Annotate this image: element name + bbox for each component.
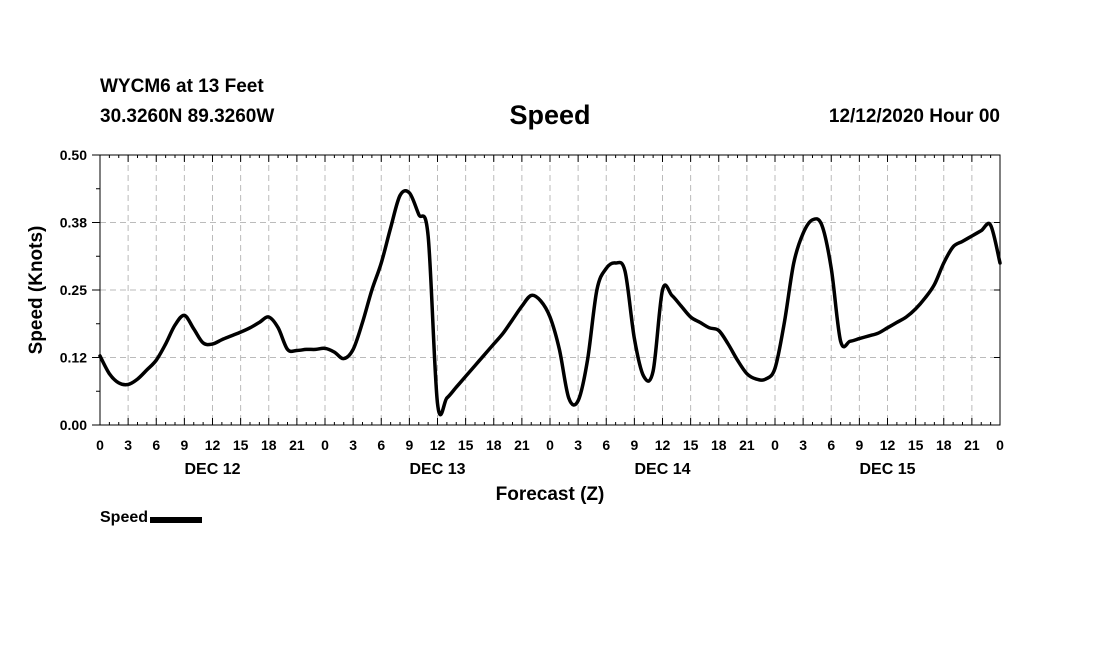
x-tick-label: 12	[655, 437, 671, 453]
legend-swatch	[150, 517, 203, 523]
x-tick-label: 15	[233, 437, 249, 453]
x-tick-label: 21	[514, 437, 530, 453]
axis-ticks	[92, 154, 1001, 426]
y-axis-label: Speed (Knots)	[26, 226, 47, 355]
x-tick-label: 18	[711, 437, 727, 453]
x-tick-label: 15	[683, 437, 699, 453]
x-tick-label: 6	[827, 437, 835, 453]
x-tick-label: 0	[321, 437, 329, 453]
day-label: DEC 12	[184, 461, 240, 478]
y-tick-label: 0.38	[60, 215, 87, 231]
x-tick-label: 21	[289, 437, 305, 453]
x-tick-label: 15	[908, 437, 924, 453]
x-tick-label: 3	[124, 437, 132, 453]
day-label: DEC 15	[859, 461, 915, 478]
coordinates-label: 30.3260N 89.3260W	[100, 106, 275, 127]
x-tick-label: 3	[574, 437, 582, 453]
x-tick-label: 21	[964, 437, 980, 453]
axis-labels: 0 3 6 9 12 15 18 21 0 3 6 9 12 15 18 21 0 3 6 9 12 15 18 21 0 3 6 9…	[60, 147, 1004, 478]
x-tick-label: 15	[458, 437, 474, 453]
x-tick-label: 18	[936, 437, 952, 453]
x-tick-label: 0	[996, 437, 1004, 453]
x-tick-label: 12	[430, 437, 446, 453]
x-tick-label: 0	[546, 437, 554, 453]
day-label: DEC 14	[634, 461, 690, 478]
x-tick-label: 0	[771, 437, 779, 453]
x-axis-label: Forecast (Z)	[496, 484, 605, 505]
day-label: DEC 13	[409, 461, 465, 478]
x-tick-label: 9	[630, 437, 638, 453]
x-tick-label: 0	[96, 437, 104, 453]
chart-title: Speed	[509, 100, 591, 130]
y-tick-label: 0.50	[60, 147, 87, 163]
y-tick-label: 0.00	[60, 417, 87, 433]
x-tick-label: 12	[205, 437, 221, 453]
x-tick-label: 3	[349, 437, 357, 453]
x-tick-label: 6	[602, 437, 610, 453]
x-tick-label: 9	[855, 437, 863, 453]
x-tick-label: 12	[880, 437, 896, 453]
legend: Speed	[100, 509, 203, 527]
x-tick-label: 18	[486, 437, 502, 453]
grid	[100, 155, 1000, 425]
y-tick-label: 0.12	[60, 350, 87, 366]
x-tick-label: 3	[799, 437, 807, 453]
x-tick-label: 9	[405, 437, 413, 453]
x-tick-label: 21	[739, 437, 755, 453]
x-tick-label: 18	[261, 437, 277, 453]
x-tick-label: 6	[152, 437, 160, 453]
y-tick-label: 0.25	[60, 282, 87, 298]
forecast-datetime: 12/12/2020 Hour 00	[828, 106, 1000, 127]
series-line-speed	[98, 188, 1002, 417]
x-tick-label: 6	[377, 437, 385, 453]
station-label: WYCM6 at 13 Feet	[100, 76, 264, 97]
legend-label: Speed	[100, 509, 149, 526]
x-tick-label: 9	[180, 437, 188, 453]
